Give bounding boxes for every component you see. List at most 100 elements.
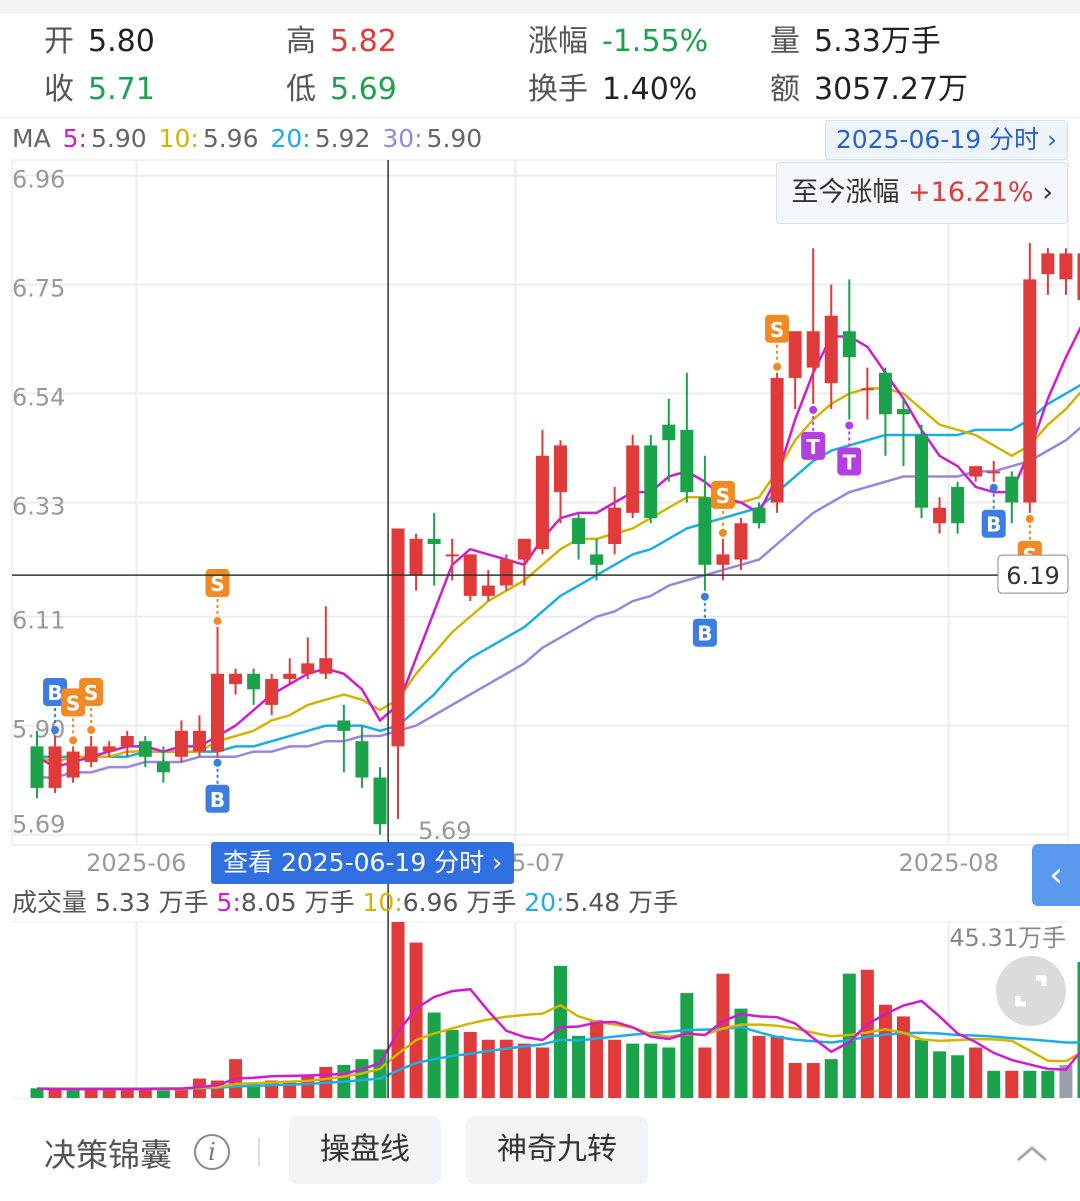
volume-bar xyxy=(427,1012,441,1098)
candle-body xyxy=(553,445,567,493)
vol-ma20-value: 5.48 万手 xyxy=(564,888,679,917)
candle xyxy=(499,554,513,591)
volume-bar xyxy=(878,1004,892,1098)
candle-body xyxy=(824,315,838,384)
volume-bar xyxy=(590,1020,604,1098)
volume-bar xyxy=(102,1089,116,1098)
low-field: 低 5.69 xyxy=(286,70,397,110)
candle-body xyxy=(373,777,387,825)
candle-body xyxy=(211,673,225,752)
amount-value: 3057.27万 xyxy=(814,72,969,107)
volume-bar xyxy=(66,1090,80,1098)
signal-badge xyxy=(765,314,790,343)
view-minute-button[interactable]: 查看 2025-06-19 分时 › xyxy=(211,842,515,884)
ma10-key: 10: xyxy=(158,124,199,153)
candle xyxy=(229,668,243,695)
volume-bar xyxy=(662,1047,676,1098)
chevron-up-icon[interactable] xyxy=(1012,1134,1052,1174)
candle xyxy=(337,704,351,773)
volume-bar xyxy=(860,969,874,1098)
candle xyxy=(138,736,152,768)
candle xyxy=(987,460,1001,482)
candle xyxy=(716,538,730,581)
candle-body xyxy=(788,331,802,378)
candle xyxy=(969,466,983,482)
volume-bar xyxy=(481,1039,495,1098)
candle-body xyxy=(1005,476,1019,503)
x-tick-label: 2025-06 xyxy=(86,849,186,877)
candle xyxy=(120,730,134,757)
signal-letter: B xyxy=(986,513,1001,537)
signal-letter: S xyxy=(84,681,98,705)
candle-body xyxy=(770,377,784,503)
candle-body xyxy=(229,673,243,685)
volume-bar xyxy=(824,1059,838,1098)
candle xyxy=(770,372,784,513)
chevron-left-icon: ‹ xyxy=(1049,855,1063,895)
signal-badge xyxy=(710,480,735,509)
candle-body xyxy=(66,751,80,778)
candle-body xyxy=(842,331,856,358)
candle xyxy=(734,518,748,570)
amount-label: 额 xyxy=(770,72,800,107)
signal-t-marker: T xyxy=(837,421,862,476)
candle xyxy=(535,429,549,555)
volume-bar xyxy=(391,922,405,1098)
candle xyxy=(265,673,279,716)
candle xyxy=(896,398,910,467)
vol-ma20-key: 20: xyxy=(524,888,565,917)
candle xyxy=(283,658,297,685)
x-tick-label: 2025-08 xyxy=(898,849,998,877)
signal-letter: S xyxy=(210,572,224,596)
candle xyxy=(463,554,477,602)
kline-chart[interactable]: 6.96 6.75 6.54 6.33 6.11 5.90 5.69 2025-06 2025-… xyxy=(0,0,1080,1108)
info-icon[interactable]: i xyxy=(194,1134,230,1170)
candle-body xyxy=(409,538,423,576)
candle-body xyxy=(608,507,622,545)
signal-letter: B xyxy=(697,622,712,646)
vol-ma10-line xyxy=(37,1003,1080,1091)
candle xyxy=(788,331,802,410)
volume-bar xyxy=(463,1031,477,1098)
vol-ma5-line xyxy=(36,987,1080,1091)
side-expand-tab[interactable]: ‹ xyxy=(1032,844,1080,906)
volume-bar xyxy=(553,965,567,1098)
candle xyxy=(1041,248,1055,295)
volume-bar xyxy=(626,1043,640,1098)
candle xyxy=(590,538,604,581)
ma30-key: 30: xyxy=(382,124,423,153)
volume-bar xyxy=(698,1047,712,1098)
y-tick-label: 5.69 xyxy=(12,811,65,839)
high-value: 5.82 xyxy=(330,24,397,59)
volume-bar xyxy=(499,1039,513,1098)
candle-body xyxy=(1023,279,1037,503)
candle-body xyxy=(301,663,315,674)
candle-body xyxy=(337,720,351,731)
volume-bar xyxy=(409,942,423,1098)
candle-body xyxy=(102,746,116,752)
fullscreen-button[interactable] xyxy=(996,956,1066,1026)
candle-body xyxy=(156,761,170,773)
toolbar-divider xyxy=(258,1138,260,1166)
candle-body xyxy=(680,429,694,493)
candle-body xyxy=(84,746,98,762)
magic-nine-button[interactable]: 神奇九转 xyxy=(466,1116,648,1184)
volume-bar xyxy=(644,1043,658,1098)
date-minute-chip[interactable]: 2025-06-19 分时 › xyxy=(824,120,1068,160)
signal-letter: B xyxy=(47,681,62,705)
trading-line-button[interactable]: 操盘线 xyxy=(289,1116,441,1184)
candle xyxy=(933,497,947,534)
ma10-value: 5.96 xyxy=(202,124,259,153)
candle xyxy=(445,538,459,581)
candle-body xyxy=(698,497,712,565)
volume-bar xyxy=(752,1035,766,1098)
candle-body xyxy=(987,471,1001,474)
signal-badge xyxy=(43,678,68,707)
signal-dot xyxy=(213,617,222,626)
since-change-chip[interactable]: 至今涨幅 +16.21% › xyxy=(776,162,1068,224)
candle xyxy=(752,502,766,529)
volume-bar xyxy=(915,1039,929,1098)
ma5-value: 5.90 xyxy=(90,124,147,153)
candle-body xyxy=(391,528,405,747)
candle-body xyxy=(499,559,513,586)
